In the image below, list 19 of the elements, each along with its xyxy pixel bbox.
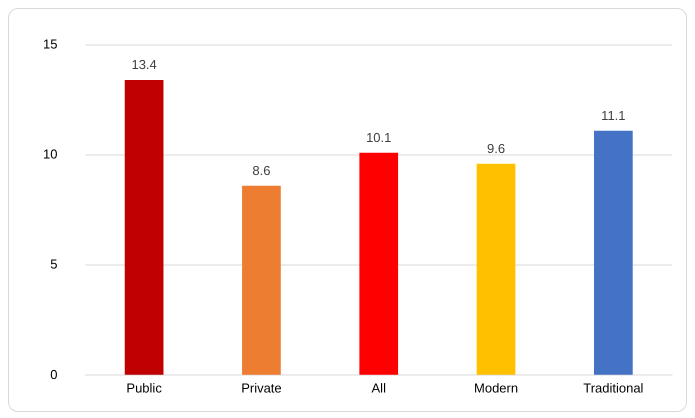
bar: [476, 164, 516, 375]
y-tick-label: 0: [50, 366, 58, 382]
x-tick-label: Traditional: [583, 380, 644, 396]
x-tick-label: All: [372, 380, 386, 396]
bar: [359, 152, 398, 375]
y-tick-label: 10: [42, 146, 58, 162]
y-tick-label: 5: [50, 256, 58, 272]
x-tick-label: Public: [126, 380, 162, 396]
x-tick-label: Private: [241, 380, 282, 396]
bar: [124, 80, 164, 375]
bar: [242, 186, 281, 375]
data-label: 10.1: [366, 130, 392, 145]
data-label: 8.6: [252, 162, 270, 178]
bar: [594, 130, 633, 375]
y-tick-label: 15: [42, 36, 58, 52]
x-tick-label: Modern: [474, 380, 518, 396]
data-label: 9.6: [487, 140, 506, 156]
data-label: 13.4: [131, 57, 157, 72]
data-label: 11.1: [601, 108, 626, 123]
